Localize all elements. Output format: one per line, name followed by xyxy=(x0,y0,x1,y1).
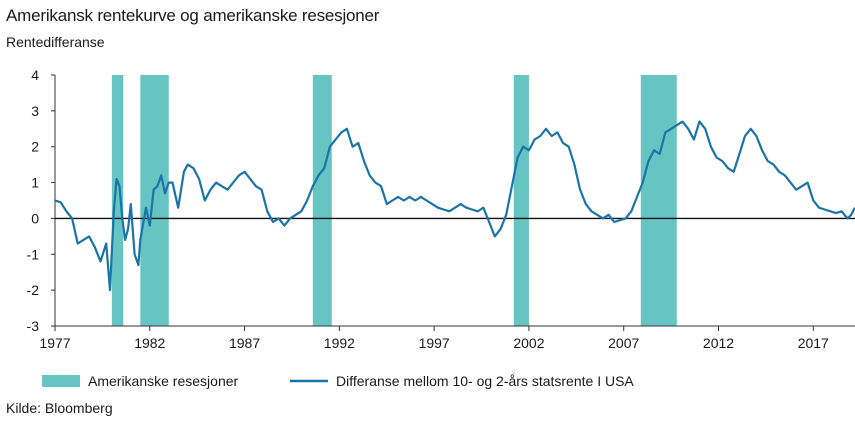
x-tick-label: 1982 xyxy=(134,335,165,351)
x-tick-label: 2002 xyxy=(513,335,544,351)
x-tick-label: 1992 xyxy=(324,335,355,351)
legend-recession-swatch xyxy=(42,375,80,387)
recession-band-3 xyxy=(513,75,529,326)
recession-band-4 xyxy=(640,75,677,326)
legend-recession-label: Amerikanske resesjoner xyxy=(88,373,239,389)
legend: Amerikanske resesjoner Differanse mellom… xyxy=(42,373,634,389)
recession-band-2 xyxy=(312,75,332,326)
chart-title: Amerikansk rentekurve og amerikanske res… xyxy=(6,6,380,25)
x-tick-label: 2007 xyxy=(608,335,639,351)
y-tick-label: 4 xyxy=(31,67,39,83)
yield-spread-line xyxy=(54,120,855,292)
recession-bands xyxy=(111,75,677,326)
y-tick-label: 2 xyxy=(31,139,39,155)
source-note: Kilde: Bloomberg xyxy=(6,400,113,416)
y-tick-label: 0 xyxy=(31,210,39,226)
x-tick-label: 1997 xyxy=(419,335,450,351)
recession-band-1 xyxy=(140,75,169,326)
y-tick-label: -2 xyxy=(27,282,40,298)
x-tick-label: 2012 xyxy=(703,335,734,351)
legend-series-label: Differanse mellom 10- og 2-års statsrent… xyxy=(336,373,634,389)
x-tick-label: 2017 xyxy=(798,335,829,351)
y-tick-label: -3 xyxy=(27,318,40,334)
y-tick-label: 3 xyxy=(31,103,39,119)
x-tick-label: 1987 xyxy=(229,335,260,351)
recession-band-0 xyxy=(111,75,124,326)
y-tick-label: 1 xyxy=(31,175,39,191)
y-axis-label: Rentedifferanse xyxy=(6,34,105,50)
x-tick-label: 1977 xyxy=(39,335,70,351)
y-tick-label: -1 xyxy=(27,246,40,262)
